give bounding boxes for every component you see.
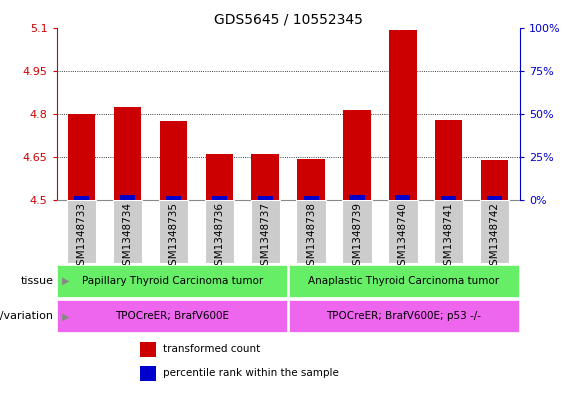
Bar <box>297 159 325 200</box>
Text: transformed count: transformed count <box>163 344 260 354</box>
Bar <box>481 160 508 200</box>
Bar <box>74 196 89 200</box>
Bar <box>441 196 457 200</box>
Text: GSM1348737: GSM1348737 <box>260 202 270 272</box>
Bar <box>487 196 502 200</box>
Bar <box>206 154 233 200</box>
Text: ▶: ▶ <box>62 276 69 286</box>
FancyBboxPatch shape <box>297 200 326 263</box>
FancyBboxPatch shape <box>434 200 463 263</box>
FancyBboxPatch shape <box>159 200 188 263</box>
Bar <box>68 114 95 200</box>
Text: GSM1348740: GSM1348740 <box>398 202 408 272</box>
Bar <box>435 120 463 200</box>
Bar <box>166 196 181 200</box>
Text: genotype/variation: genotype/variation <box>0 311 54 321</box>
FancyBboxPatch shape <box>342 200 372 263</box>
FancyBboxPatch shape <box>480 200 509 263</box>
FancyBboxPatch shape <box>289 300 519 332</box>
Text: GSM1348734: GSM1348734 <box>123 202 133 272</box>
FancyBboxPatch shape <box>58 265 287 297</box>
FancyBboxPatch shape <box>289 265 519 297</box>
Bar <box>251 154 279 200</box>
Text: percentile rank within the sample: percentile rank within the sample <box>163 368 339 378</box>
FancyBboxPatch shape <box>113 200 142 263</box>
Text: GSM1348733: GSM1348733 <box>77 202 87 272</box>
Text: GSM1348739: GSM1348739 <box>352 202 362 272</box>
FancyBboxPatch shape <box>388 200 418 263</box>
Text: TPOCreER; BrafV600E: TPOCreER; BrafV600E <box>115 311 229 321</box>
Bar <box>349 195 364 200</box>
Bar <box>140 366 156 381</box>
Bar <box>396 195 410 200</box>
Bar <box>120 195 135 200</box>
Bar <box>389 30 416 200</box>
FancyBboxPatch shape <box>67 200 97 263</box>
Bar <box>303 196 319 200</box>
Bar <box>114 107 141 200</box>
Bar <box>140 342 156 357</box>
Bar <box>258 196 273 200</box>
Text: TPOCreER; BrafV600E; p53 -/-: TPOCreER; BrafV600E; p53 -/- <box>327 311 481 321</box>
Text: tissue: tissue <box>21 276 54 286</box>
Text: ▶: ▶ <box>62 311 69 321</box>
FancyBboxPatch shape <box>58 300 287 332</box>
Bar <box>160 121 187 200</box>
Text: GSM1348741: GSM1348741 <box>444 202 454 272</box>
Title: GDS5645 / 10552345: GDS5645 / 10552345 <box>214 12 363 26</box>
FancyBboxPatch shape <box>205 200 234 263</box>
Text: Papillary Thyroid Carcinoma tumor: Papillary Thyroid Carcinoma tumor <box>82 276 263 286</box>
Bar <box>343 110 371 200</box>
Text: GSM1348736: GSM1348736 <box>214 202 224 272</box>
Text: Anaplastic Thyroid Carcinoma tumor: Anaplastic Thyroid Carcinoma tumor <box>308 276 499 286</box>
Text: GSM1348738: GSM1348738 <box>306 202 316 272</box>
Text: GSM1348742: GSM1348742 <box>489 202 499 272</box>
FancyBboxPatch shape <box>250 200 280 263</box>
Text: GSM1348735: GSM1348735 <box>168 202 179 272</box>
Bar <box>212 196 227 200</box>
